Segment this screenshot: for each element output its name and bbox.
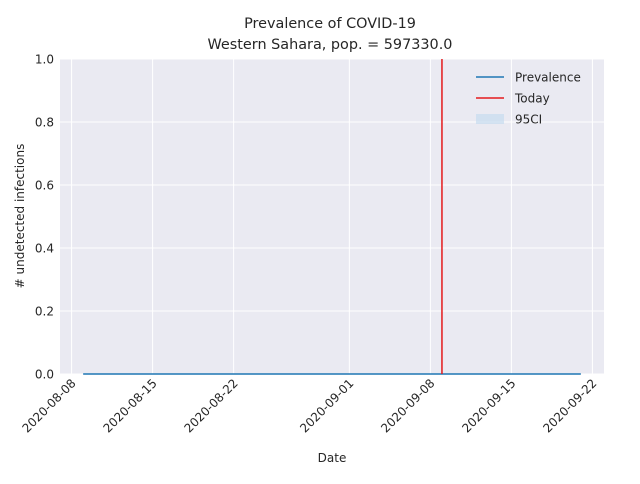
chart-subtitle: Western Sahara, pop. = 597330.0 bbox=[208, 37, 453, 53]
plot-area bbox=[60, 59, 604, 374]
y-tick-label: 0.2 bbox=[35, 305, 54, 319]
y-tick-label: 0.0 bbox=[35, 368, 54, 382]
legend: Prevalence Today 95CI bbox=[476, 71, 581, 127]
y-tick-label: 0.8 bbox=[35, 116, 54, 130]
legend-swatch-95ci bbox=[476, 114, 504, 124]
data-marks bbox=[83, 59, 581, 375]
y-tick-label: 0.4 bbox=[35, 242, 54, 256]
y-tick-label: 0.6 bbox=[35, 179, 54, 193]
y-tick-label: 1.0 bbox=[35, 53, 54, 67]
x-axis-label: Date bbox=[318, 451, 347, 465]
legend-label-prevalence: Prevalence bbox=[515, 71, 581, 85]
legend-label-today: Today bbox=[514, 92, 550, 106]
grid bbox=[60, 58, 604, 375]
legend-label-95ci: 95CI bbox=[515, 113, 542, 127]
chart-title: Prevalence of COVID-19 bbox=[244, 16, 416, 32]
y-axis-label: # undetected infections bbox=[13, 144, 27, 289]
